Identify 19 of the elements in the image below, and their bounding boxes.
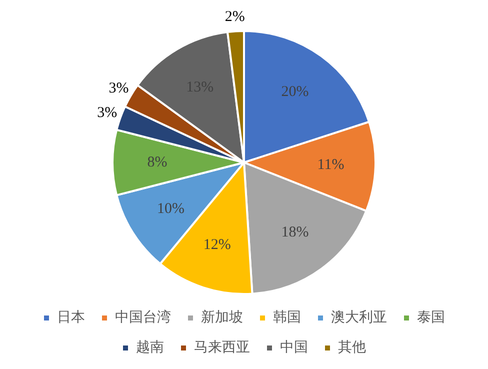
legend-label: 中国: [280, 340, 308, 356]
legend-label: 中国台湾: [115, 310, 171, 326]
data-label: 20%: [281, 84, 309, 100]
legend-label: 新加坡: [201, 310, 243, 326]
legend-label: 澳大利亚: [331, 310, 387, 326]
legend-label: 泰国: [417, 310, 445, 326]
data-label: 3%: [97, 105, 118, 122]
data-label: 12%: [203, 236, 231, 253]
legend-label: 日本: [57, 310, 85, 326]
data-label: 10%: [156, 200, 184, 217]
legend-label: 韩国: [273, 310, 301, 326]
data-label: 11%: [317, 157, 344, 174]
data-label: 18%: [281, 224, 309, 241]
legend-label: 马来西亚: [194, 340, 250, 356]
legend-label: 越南: [136, 340, 164, 356]
data-label: 3%: [108, 80, 129, 96]
data-label: 8%: [147, 154, 168, 170]
legend-label: 其他: [338, 340, 366, 356]
data-label: 2%: [224, 9, 245, 26]
